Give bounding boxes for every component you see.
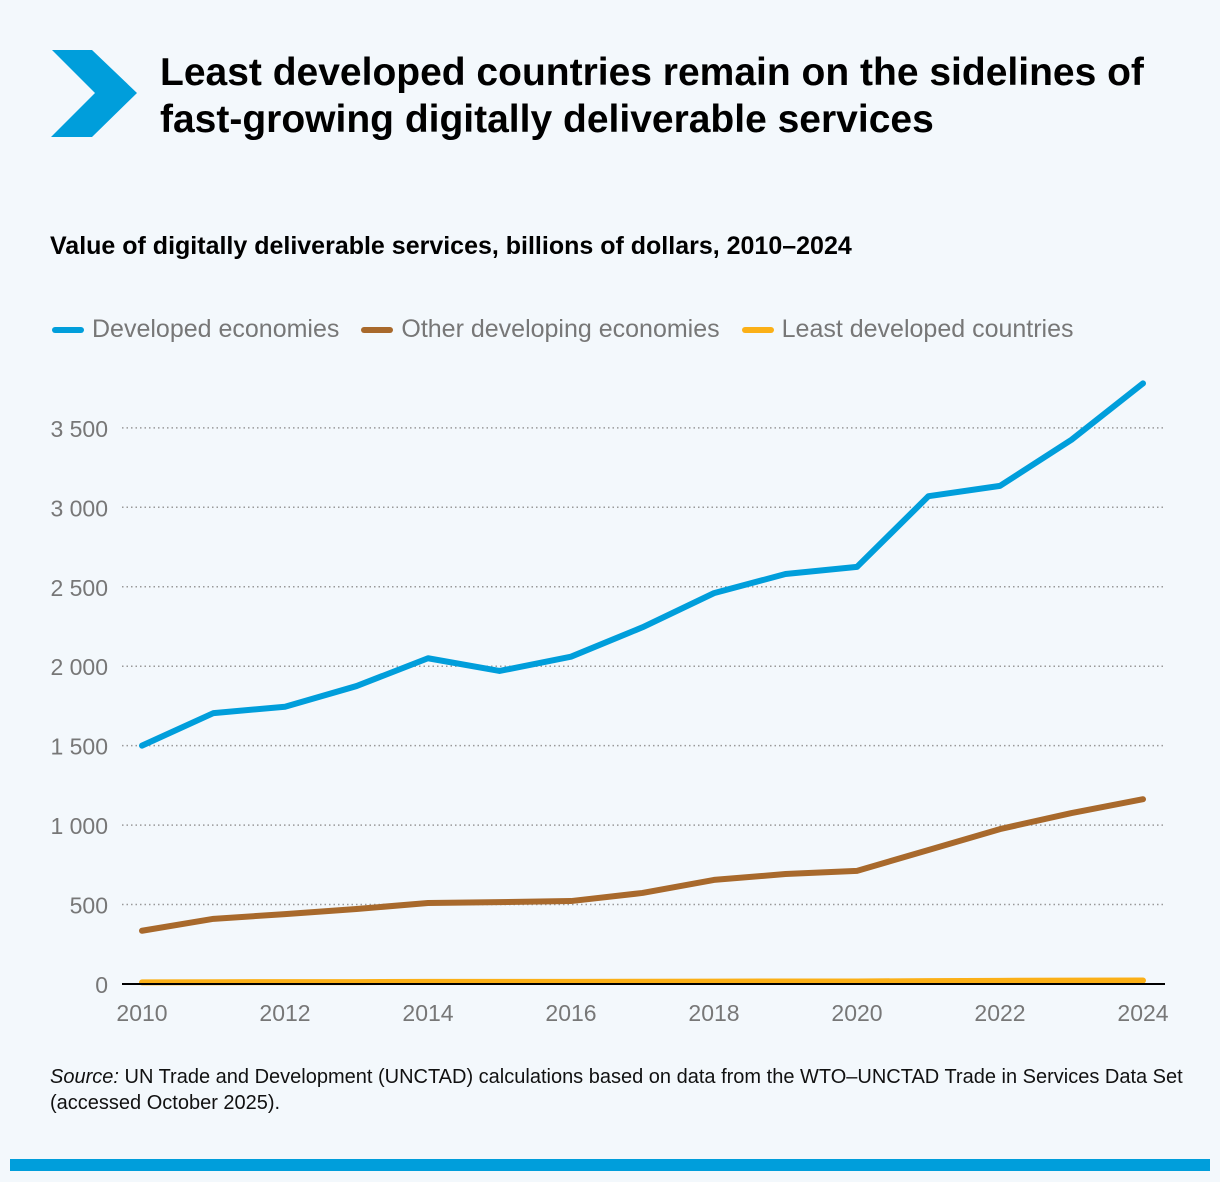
y-tick-label: 3 000 <box>50 495 108 521</box>
x-tick-label: 2016 <box>545 1000 596 1026</box>
series-line-least-developed-countries <box>139 977 1146 986</box>
legend-label: Other developing economies <box>401 315 720 343</box>
legend-item: Least developed countries <box>741 315 1074 344</box>
x-tick-label: 2022 <box>974 1000 1025 1026</box>
legend-swatch <box>741 326 774 333</box>
chevron-logo-icon <box>51 50 137 137</box>
x-tick-label: 2020 <box>831 1000 882 1026</box>
source-label: Source: <box>50 1066 119 1088</box>
y-tick-label: 2 000 <box>50 654 108 680</box>
legend-item: Developed economies <box>52 315 339 344</box>
source-text: UN Trade and Development (UNCTAD) calcul… <box>50 1066 1183 1114</box>
x-tick-label: 2024 <box>1117 1000 1168 1026</box>
series-line-developed-economies <box>139 380 1146 749</box>
line-chart: 0 500 1 000 1 500 2 000 2 500 3 000 3 500 2010 20… <box>50 380 1169 1026</box>
page-title: Least developed countries remain on the … <box>160 51 1144 141</box>
x-tick-label: 2018 <box>688 1000 739 1026</box>
y-tick-label: 2 500 <box>50 575 108 601</box>
legend-swatch <box>361 326 394 333</box>
y-tick-label: 3 500 <box>50 416 108 442</box>
chart-subtitle: Value of digitally deliverable services,… <box>50 232 852 260</box>
series-line-other-developing-economies <box>139 796 1146 934</box>
y-tick-label: 0 <box>95 972 108 998</box>
x-tick-label: 2010 <box>116 1000 167 1026</box>
legend-label: Developed economies <box>92 315 340 343</box>
x-tick-label: 2014 <box>402 1000 453 1026</box>
legend-item: Other developing economies <box>361 315 720 344</box>
y-tick-label: 1 000 <box>50 813 108 839</box>
y-tick-label: 500 <box>70 893 108 919</box>
legend-label: Least developed countries <box>781 315 1074 343</box>
source-note: Source: UN Trade and Development (UNCTAD… <box>50 1064 1190 1116</box>
x-tick-label: 2012 <box>259 1000 310 1026</box>
y-tick-label: 1 500 <box>50 734 108 760</box>
bottom-accent-bar <box>10 1159 1210 1171</box>
legend: Developed economies Other developing econ… <box>52 315 1074 344</box>
legend-swatch <box>52 326 84 333</box>
